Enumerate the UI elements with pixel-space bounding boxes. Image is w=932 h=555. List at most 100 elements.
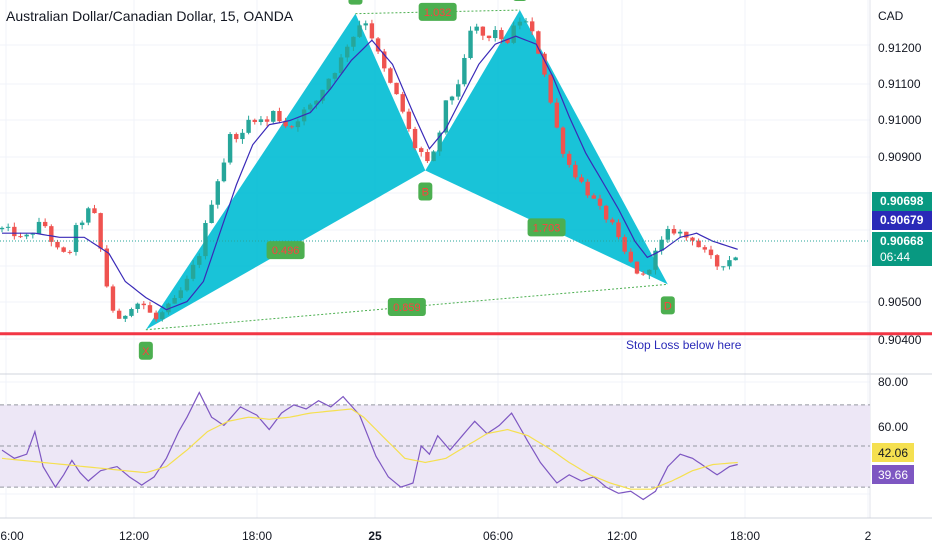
candle xyxy=(523,17,529,23)
candle xyxy=(221,158,227,183)
candle xyxy=(240,129,245,144)
candle-body xyxy=(647,269,652,275)
candle xyxy=(141,301,146,310)
price-badge-value: 0.90698 xyxy=(880,194,924,208)
candle xyxy=(79,220,85,230)
candle xyxy=(5,223,11,232)
candle xyxy=(369,19,375,40)
pattern-point-box xyxy=(418,182,433,201)
time-tick-label: 06:00 xyxy=(483,529,513,543)
candle-body xyxy=(79,222,85,226)
candle-body xyxy=(684,231,689,238)
candle-body xyxy=(597,198,603,206)
candle-body xyxy=(721,266,726,268)
candle-body xyxy=(184,278,190,291)
candle xyxy=(246,115,251,135)
candle xyxy=(160,310,165,322)
candle-body xyxy=(42,221,48,227)
candle xyxy=(363,20,368,31)
ratio-box xyxy=(387,298,426,317)
time-axis[interactable]: 6:00 12:00 18:00 25 06:00 12:00 18:00 2 xyxy=(0,529,871,543)
candle xyxy=(258,116,264,126)
price-badge-bg xyxy=(872,192,932,211)
candle xyxy=(493,26,498,42)
candle-body xyxy=(517,21,523,26)
candle xyxy=(566,150,572,168)
candle-body xyxy=(505,39,510,43)
candle xyxy=(351,36,356,52)
candle-body xyxy=(628,251,634,262)
candle-body xyxy=(283,121,288,127)
price-axis[interactable]: CAD 0.91200 0.91100 0.91000 0.90900 0.90500 0.… xyxy=(872,9,932,347)
candle-body xyxy=(665,228,671,240)
time-tick-label: 25 xyxy=(368,529,382,543)
candle xyxy=(597,194,603,210)
candle-body xyxy=(203,223,208,257)
candle-body xyxy=(55,241,60,248)
candle-body xyxy=(252,119,257,123)
candle xyxy=(184,275,190,292)
candle-body xyxy=(548,74,553,103)
time-tick-label: 12:00 xyxy=(607,529,637,543)
ma-line xyxy=(2,35,738,311)
candle-body xyxy=(61,247,66,252)
candle-body xyxy=(511,25,516,43)
candle-body xyxy=(425,152,430,162)
candle xyxy=(462,54,467,87)
candle-body xyxy=(591,195,597,199)
price-badge: 0.90668 06:44 xyxy=(872,232,932,266)
candle-body xyxy=(702,247,708,250)
candle-body xyxy=(197,256,202,265)
candle-body xyxy=(493,30,498,39)
candle-body xyxy=(227,134,233,163)
candle-body xyxy=(696,240,701,248)
pattern-point-box xyxy=(348,0,363,5)
price-badge-countdown: 06:44 xyxy=(880,250,910,264)
price-tick-label: 0.91000 xyxy=(878,113,922,127)
candle xyxy=(714,254,720,270)
candle xyxy=(375,36,381,54)
candle-body xyxy=(104,248,110,287)
candle xyxy=(517,17,523,30)
pattern-point-box xyxy=(513,0,527,2)
candle xyxy=(197,253,202,269)
ratio-text: 1.703 xyxy=(533,222,561,234)
candle xyxy=(640,271,646,276)
pattern-point-label: X xyxy=(142,346,150,358)
candle xyxy=(314,100,319,109)
ratio-text: 0.859 xyxy=(393,302,421,314)
candle-body xyxy=(449,96,455,101)
rsi-tick-label: 60.00 xyxy=(878,420,908,434)
candle xyxy=(622,234,627,255)
candle xyxy=(437,130,442,156)
candle-body xyxy=(209,204,214,224)
pattern-point-d: D xyxy=(660,296,675,315)
candle-body xyxy=(98,213,103,249)
candle-body xyxy=(215,181,220,205)
price-tick-label: 0.90400 xyxy=(878,333,922,347)
candle xyxy=(425,149,430,164)
candle xyxy=(659,236,664,255)
pattern-point-c: C xyxy=(513,0,527,2)
candle xyxy=(172,295,177,304)
candle-body xyxy=(320,89,325,101)
rsi-axis[interactable]: 80.00 60.00 42.06 39.66 xyxy=(872,375,914,484)
candle-body xyxy=(116,310,122,319)
rsi-ma-line xyxy=(1,408,738,490)
price-badge-bg xyxy=(872,232,932,266)
moving-average xyxy=(2,35,738,311)
candle-body xyxy=(24,234,29,237)
candle xyxy=(357,20,362,38)
price-badge: 0.90698 xyxy=(872,192,932,211)
candle xyxy=(110,284,116,313)
candle-body xyxy=(271,110,276,122)
candle-body xyxy=(246,119,251,133)
candle-body xyxy=(603,205,609,220)
candle xyxy=(511,21,516,45)
candle-body xyxy=(610,219,615,223)
time-tick-label: 6:00 xyxy=(0,529,24,543)
candle xyxy=(320,89,325,104)
candle-body xyxy=(49,226,54,242)
candle-body xyxy=(123,315,128,319)
